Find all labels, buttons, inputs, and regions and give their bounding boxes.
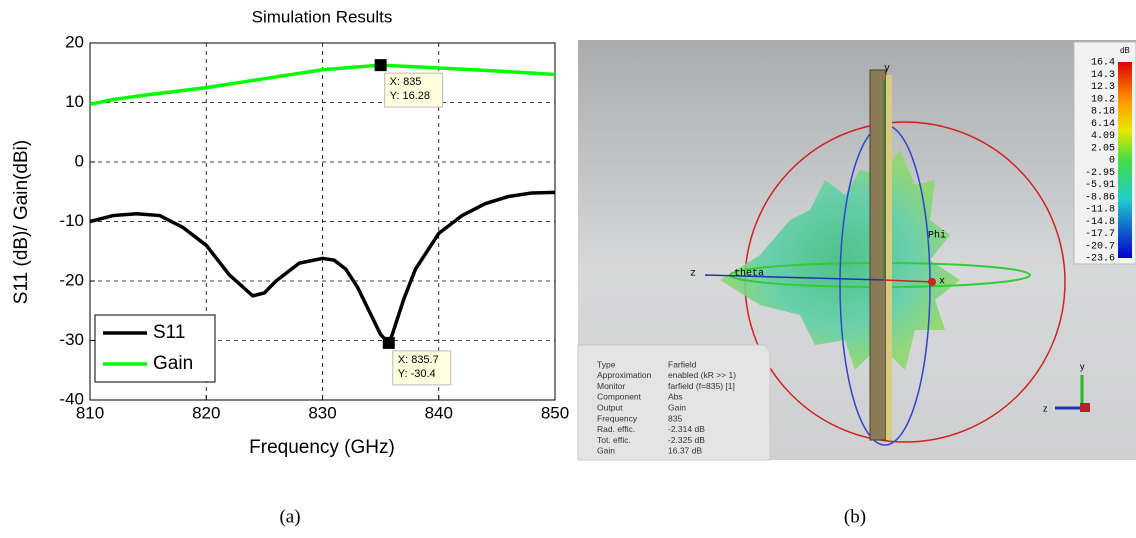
y-tick-label: -20 <box>59 270 84 289</box>
caption-a: (a) <box>279 506 300 527</box>
colorbar-label: -2.95 <box>1085 168 1115 179</box>
colorbar-label: 16.4 <box>1091 58 1115 69</box>
colorbar <box>1118 62 1132 258</box>
info-value: -2.314 dB <box>668 424 705 434</box>
triad-x <box>1080 403 1090 412</box>
info-key: Output <box>597 402 623 412</box>
axis-x-label: x <box>939 277 945 288</box>
info-value: farfield (f=835) [1] <box>668 381 735 391</box>
info-key: Tot. effic. <box>597 435 631 445</box>
colorbar-label: 10.2 <box>1091 94 1115 105</box>
x-axis-label: Frequency (GHz) <box>249 437 395 458</box>
info-key: Type <box>597 359 616 369</box>
colorbar-label: 14.3 <box>1091 70 1115 81</box>
y-axis-label: S11 (dB)/ Gain(dBi) <box>11 140 32 304</box>
datatip-marker <box>375 59 387 71</box>
info-key: Monitor <box>597 381 626 391</box>
datatip-label: X: 835.7 <box>398 354 439 366</box>
colorbar-label: 4.09 <box>1091 131 1115 142</box>
triad-z-label: z <box>1043 403 1048 413</box>
axis-phi-label: Phi <box>928 230 946 242</box>
x-tick-label: 840 <box>425 403 453 422</box>
info-key: Rad. effic. <box>597 424 635 434</box>
info-key: Gain <box>597 446 615 456</box>
colorbar-unit: dB <box>1120 46 1130 55</box>
colorbar-label: 2.05 <box>1091 143 1115 154</box>
colorbar-label: -8.86 <box>1085 192 1115 203</box>
x-tick-label: 820 <box>192 403 220 422</box>
colorbar-label: -23.6 <box>1085 254 1115 265</box>
colorbar-label: 0 <box>1109 156 1115 167</box>
y-tick-label: -40 <box>59 389 84 408</box>
colorbar-label: 6.14 <box>1091 119 1115 130</box>
page: 810820830840850-40-30-20-1001020X: 835Y:… <box>0 0 1136 538</box>
datatip-label: Y: -30.4 <box>398 368 436 380</box>
info-value: Farfield <box>668 359 697 369</box>
info-value: Abs <box>668 392 683 402</box>
info-value: enabled (kR >> 1) <box>668 370 736 380</box>
axis-z-label: z <box>690 269 696 280</box>
caption-b: (b) <box>844 506 866 527</box>
datatip-marker <box>383 337 395 349</box>
y-tick-label: -30 <box>59 330 84 349</box>
colorbar-label: 12.3 <box>1091 82 1115 93</box>
antenna-edge <box>886 75 892 440</box>
x-tick-label: 850 <box>541 403 569 422</box>
triad-y-label: y <box>1080 361 1085 371</box>
chart-title: Simulation Results <box>252 7 393 26</box>
x-dot <box>928 278 936 286</box>
info-key: Frequency <box>597 413 638 423</box>
y-tick-label: -10 <box>59 211 84 230</box>
info-key: Approximation <box>597 370 652 380</box>
axis-theta-label: theta <box>734 268 764 280</box>
info-value: 16.37 dB <box>668 446 702 456</box>
info-value: Gain <box>668 402 686 412</box>
legend-label: S11 <box>153 322 185 343</box>
x-tick-label: 830 <box>308 403 336 422</box>
colorbar-label: -17.7 <box>1085 229 1115 240</box>
axis-y-label: y <box>884 64 890 75</box>
colorbar-label: -20.7 <box>1085 241 1115 252</box>
y-tick-label: 10 <box>65 92 84 111</box>
info-value: 835 <box>668 413 682 423</box>
colorbar-label: -5.91 <box>1085 180 1115 191</box>
y-tick-label: 0 <box>75 151 84 170</box>
datatip-label: Y: 16.28 <box>390 90 430 102</box>
colorbar-label: 8.18 <box>1091 107 1115 118</box>
info-value: -2.325 dB <box>668 435 705 445</box>
y-tick-label: 20 <box>65 32 84 51</box>
datatip-label: X: 835 <box>390 76 422 88</box>
figure: 810820830840850-40-30-20-1001020X: 835Y:… <box>0 0 1136 538</box>
info-key: Component <box>597 392 642 402</box>
legend-label: Gain <box>153 353 193 374</box>
colorbar-label: -14.8 <box>1085 217 1115 228</box>
colorbar-label: -11.8 <box>1085 205 1115 216</box>
